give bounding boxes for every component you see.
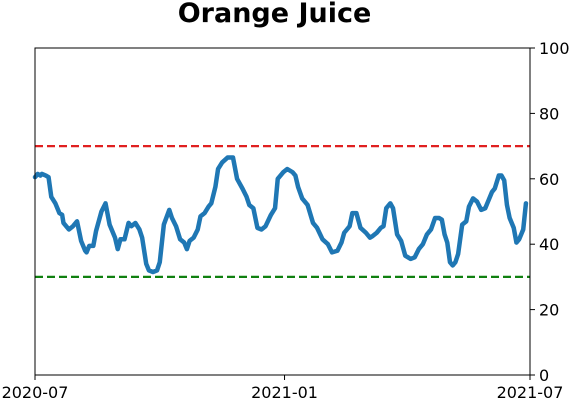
- x-tick-label: 2021-01: [251, 383, 318, 402]
- reference-lines: [35, 145, 530, 278]
- y-tick-label: 20: [539, 301, 559, 320]
- plot-area-frame: [34, 47, 531, 376]
- y-tick-label: 100: [539, 39, 570, 58]
- y-tick-label: 60: [539, 170, 559, 189]
- y-tick-label: 0: [539, 366, 549, 385]
- chart-title: Orange Juice: [178, 0, 372, 29]
- y-tick-label: 40: [539, 235, 559, 254]
- y-axis: 0 20 40 60 80 100: [530, 39, 570, 385]
- y-tick-label: 80: [539, 104, 559, 123]
- x-tick-label: 2021-07: [497, 383, 564, 402]
- x-axis: 2020-07 2021-01 2021-07: [2, 375, 564, 402]
- series-line: [32, 155, 529, 275]
- x-tick-label: 2020-07: [2, 383, 69, 402]
- series-layer: [32, 155, 529, 275]
